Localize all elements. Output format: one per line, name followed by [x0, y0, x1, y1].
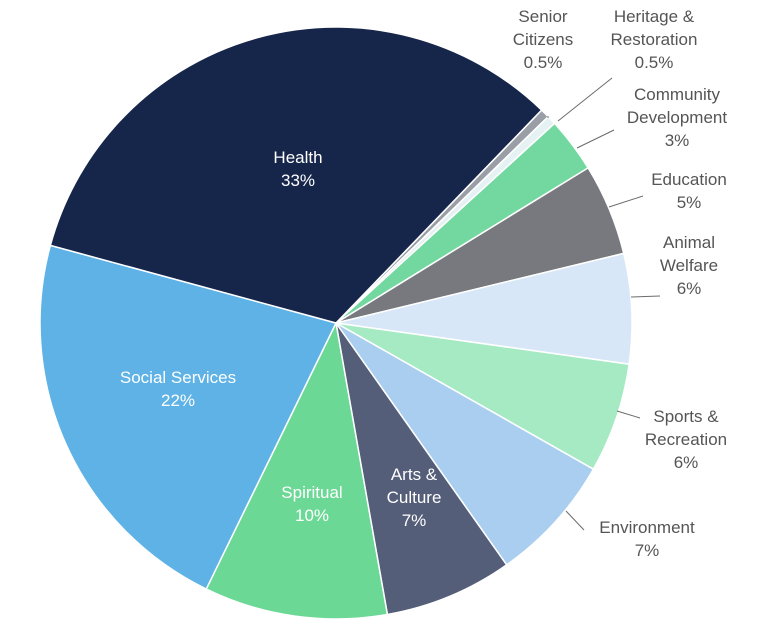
- leader-line-sports-and-recreation: [616, 410, 641, 419]
- label-spiritual: Spiritual 10%: [281, 483, 342, 525]
- slice-value: 7%: [402, 511, 427, 530]
- slice-value: 0.5%: [524, 53, 563, 72]
- label-animal-welfare: Animal Welfare 6%: [660, 233, 718, 298]
- slice-name: Environment: [599, 518, 695, 537]
- slice-value: 33%: [281, 171, 315, 190]
- slice-labels: Senior Citizens 0.5% Heritage & Restoration 0…: [120, 7, 727, 560]
- slice-name: Culture: [387, 488, 442, 507]
- slice-value: 6%: [674, 453, 699, 472]
- slice-value: 5%: [677, 193, 702, 212]
- slice-value: 6%: [677, 279, 702, 298]
- slice-name: Social Services: [120, 368, 236, 387]
- label-sports-and-recreation: Sports & Recreation 6%: [645, 407, 727, 472]
- label-heritage-and-restoration: Heritage & Restoration 0.5%: [611, 7, 698, 72]
- slice-name: Community: [634, 85, 720, 104]
- slice-arts-and-culture: [335, 322, 508, 616]
- leader-line-environment: [565, 510, 585, 531]
- label-environment: Environment 7%: [599, 518, 695, 560]
- slice-environment: [335, 322, 595, 566]
- slice-spiritual: [205, 320, 389, 620]
- slice-name: Arts &: [391, 465, 438, 484]
- slice-name: Development: [627, 108, 727, 127]
- pie-slices: [39, 26, 633, 620]
- label-community-development: Community Development 3%: [627, 85, 727, 150]
- slice-value: 22%: [161, 391, 195, 410]
- leader-line-community-development: [576, 129, 615, 149]
- slice-name: Citizens: [513, 30, 573, 49]
- slice-name: Welfare: [660, 256, 718, 275]
- leader-lines: [547, 77, 661, 531]
- slice-name: Animal: [663, 233, 715, 252]
- slice-social-services: [39, 244, 338, 591]
- label-senior-citizens: Senior Citizens 0.5%: [513, 7, 573, 72]
- slice-value: 3%: [665, 131, 690, 150]
- slice-value: 10%: [295, 506, 329, 525]
- leader-line-heritage-and-restoration: [557, 77, 613, 122]
- label-arts-and-culture: Arts & Culture 7%: [387, 465, 442, 530]
- slice-name: Restoration: [611, 30, 698, 49]
- label-social-services: Social Services 22%: [120, 368, 236, 410]
- slice-name: Recreation: [645, 430, 727, 449]
- label-health: Health 33%: [273, 148, 322, 190]
- slice-name: Spiritual: [281, 483, 342, 502]
- slice-name: Sports &: [653, 407, 719, 426]
- slice-value: 7%: [635, 541, 660, 560]
- slice-name: Senior: [518, 7, 567, 26]
- slice-name: Heritage &: [614, 7, 695, 26]
- label-education: Education 5%: [651, 170, 727, 212]
- leader-line-animal-welfare: [630, 295, 661, 298]
- slice-health: [49, 26, 543, 324]
- slice-value: 0.5%: [635, 53, 674, 72]
- slice-name: Education: [651, 170, 727, 189]
- leader-line-education: [608, 195, 644, 208]
- slice-name: Health: [273, 148, 322, 167]
